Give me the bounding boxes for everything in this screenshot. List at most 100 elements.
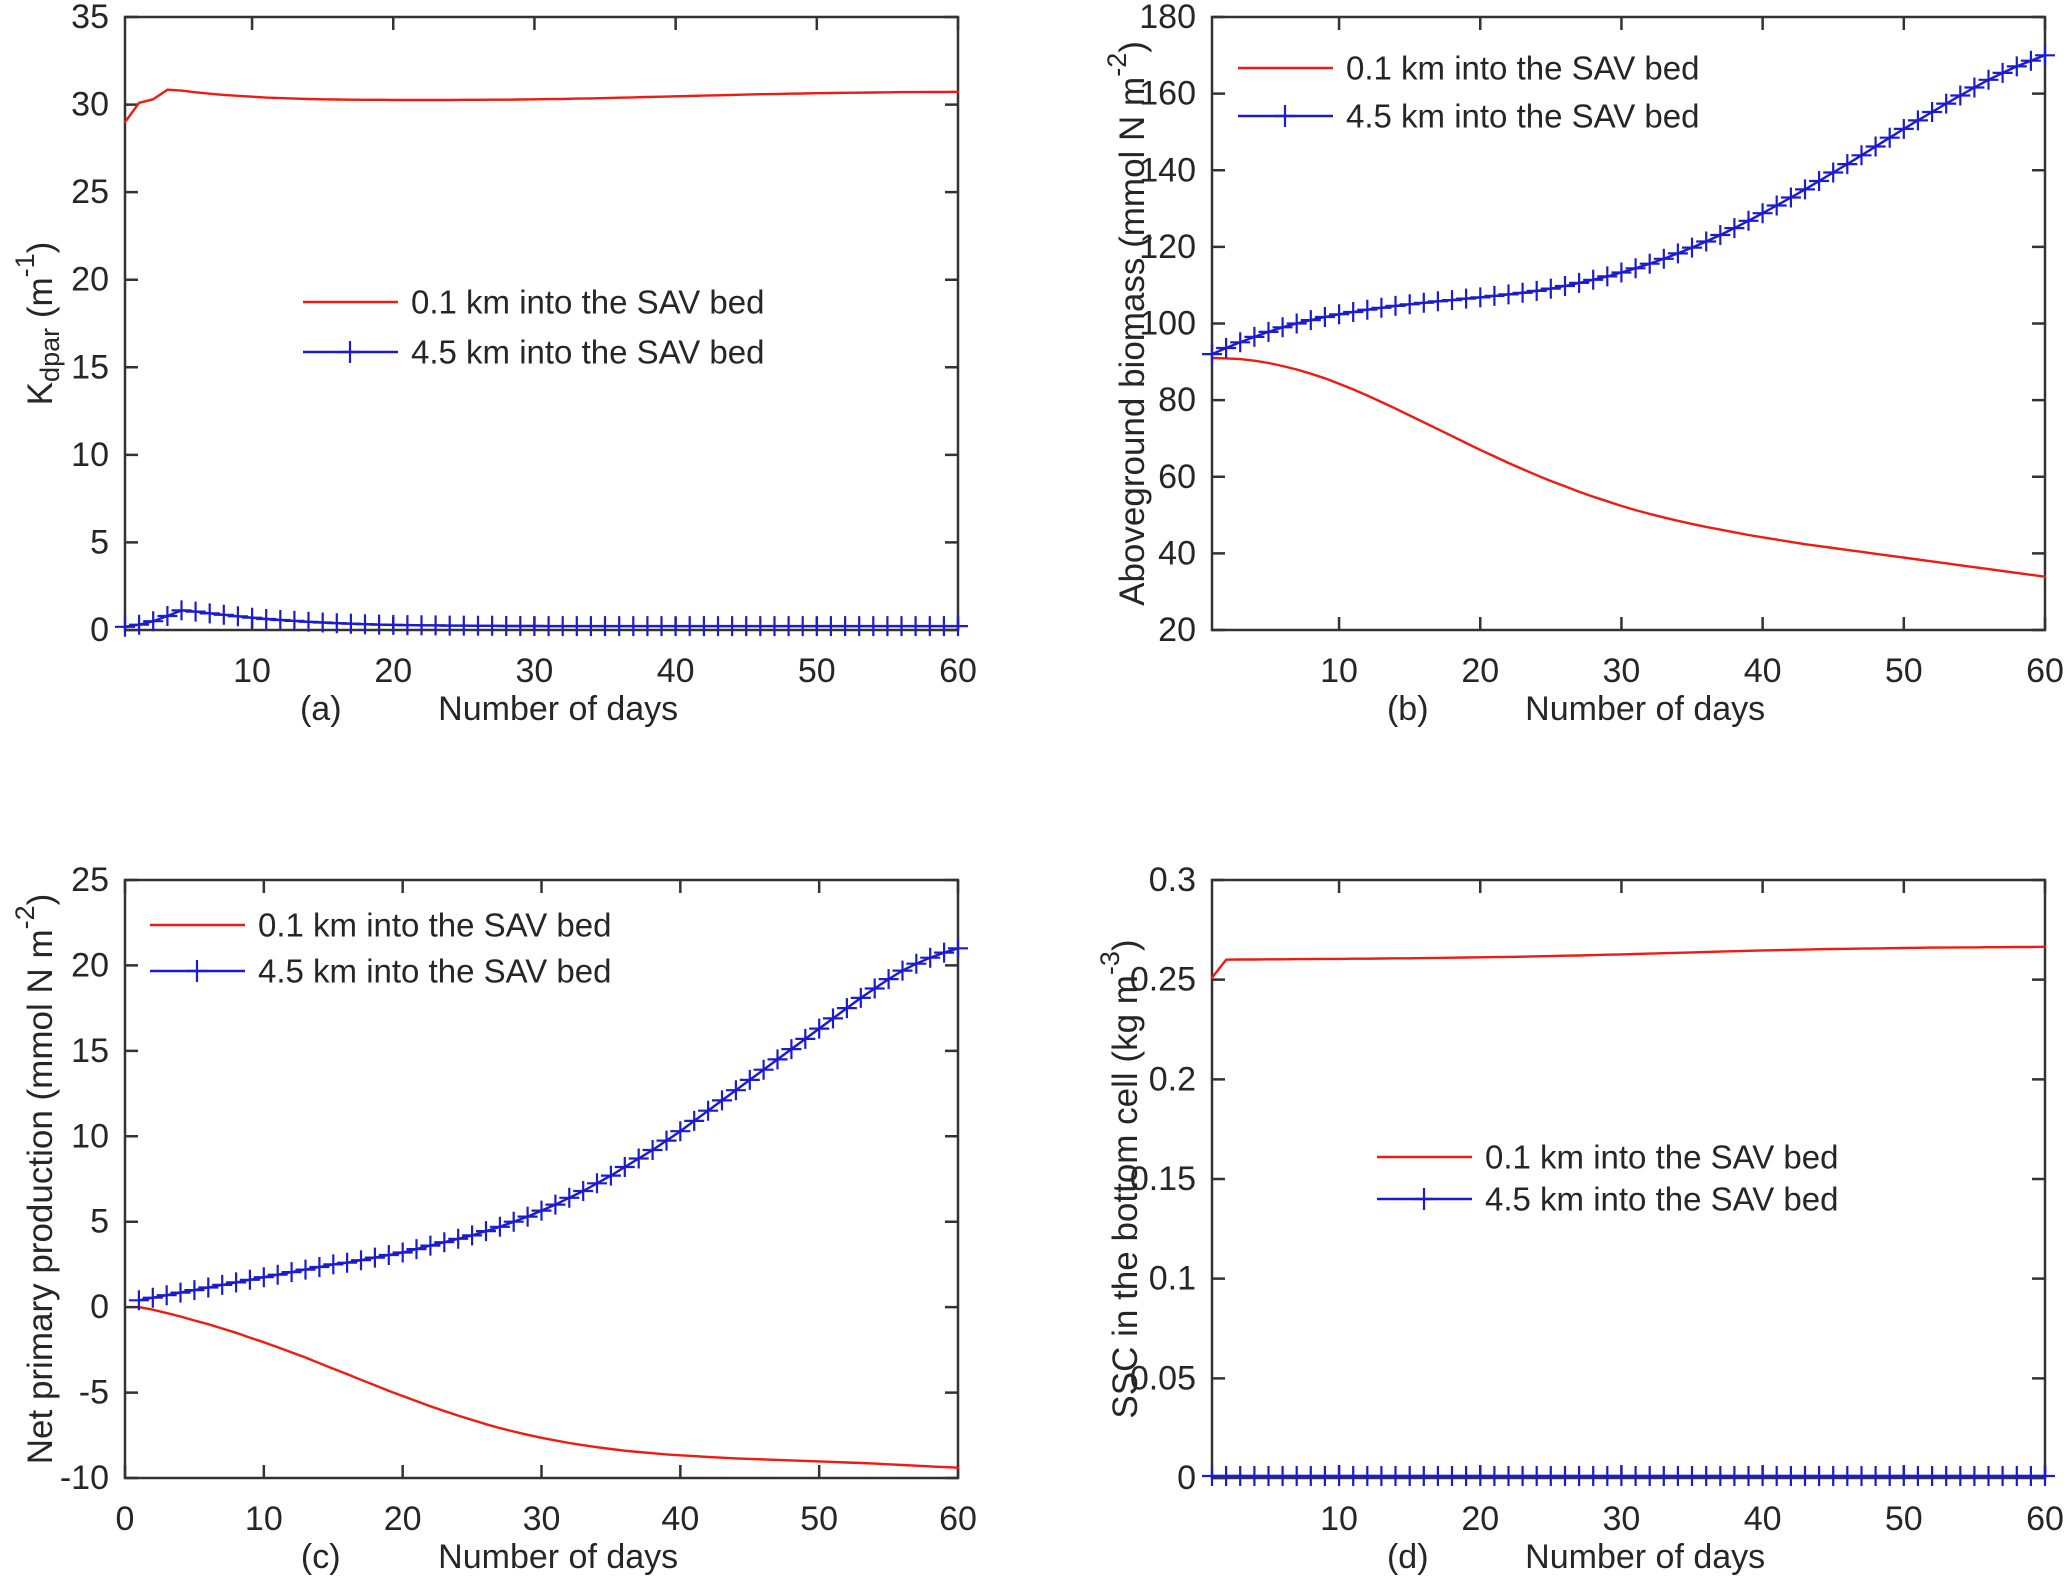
tick-marks — [123, 878, 960, 1480]
x-tick-label: 20 — [384, 1500, 422, 1538]
y-tick-label: 30 — [71, 86, 109, 124]
y-tick-label: 15 — [71, 348, 109, 386]
y-tick-label: 160 — [1139, 75, 1196, 113]
legend-label: 0.1 km into the SAV bed — [411, 284, 764, 321]
y-tick-label: 40 — [1158, 534, 1196, 572]
y-tick-label: 15 — [71, 1032, 109, 1070]
chart-d-ssc-bottom-cell: 10 20 30 40 50 60 0 0.05 0.1 0.15 0.2 0.25 0.3 0.1 km… — [1040, 795, 2067, 1589]
panel-letter: (d) — [1387, 1538, 1429, 1576]
x-tick-label: 30 — [1603, 1500, 1641, 1538]
x-tick-label: 60 — [939, 652, 977, 690]
x-tick-label: 30 — [516, 652, 554, 690]
legend-label: 0.1 km into the SAV bed — [258, 907, 611, 944]
panel-letter: (a) — [300, 690, 342, 728]
y-tick-label: 100 — [1139, 305, 1196, 343]
x-axis-label: Number of days — [1525, 1538, 1765, 1576]
series-line-blue — [137, 947, 960, 1302]
y-axis-label: Kdpar (m-1) — [10, 242, 65, 406]
x-tick-label: 10 — [1320, 652, 1358, 690]
x-tick-label: 60 — [939, 1500, 977, 1538]
y-axis-label: SSC in the bottom cell (kg m-3) — [1095, 939, 1145, 1418]
chart-d-canvas: 10 20 30 40 50 60 0 0.05 0.1 0.15 0.2 0.25 0.3 0.1 km… — [1095, 861, 2064, 1576]
panel-letter: (b) — [1387, 690, 1429, 728]
y-tick-label: 140 — [1139, 151, 1196, 189]
x-tick-label: 40 — [1744, 652, 1782, 690]
y-tick-label: -5 — [79, 1374, 109, 1412]
y-tick-label: 10 — [71, 436, 109, 474]
y-tick-label: 0 — [90, 1288, 109, 1326]
tick-marks — [1212, 878, 2047, 1480]
y-tick-label: 0.25 — [1130, 961, 1196, 999]
y-tick-label: 10 — [71, 1117, 109, 1155]
chart-a-canvas: 10 20 30 40 50 60 0 5 10 15 20 25 30 35 0.1 km into th… — [10, 0, 977, 728]
legend-label: 0.1 km into the SAV bed — [1485, 1139, 1838, 1176]
y-tick-label: 20 — [1158, 611, 1196, 649]
x-tick-label: 50 — [1885, 652, 1923, 690]
x-tick-label: 10 — [233, 652, 271, 690]
y-axis-label: Aboveground biomass (mmol N m-2) — [1102, 41, 1152, 606]
series-line-red — [1210, 356, 2047, 578]
x-tick-label: 40 — [1744, 1500, 1782, 1538]
x-tick-label: 60 — [2026, 652, 2064, 690]
y-tick-label: 0.1 — [1149, 1260, 1196, 1298]
x-axis-label: Number of days — [438, 1538, 678, 1576]
y-tick-label: 5 — [90, 1203, 109, 1241]
y-tick-label: 25 — [71, 173, 109, 211]
legend-label: 4.5 km into the SAV bed — [1346, 98, 1699, 135]
legend-label: 4.5 km into the SAV bed — [411, 334, 764, 371]
tick-marks — [1212, 15, 2047, 632]
y-axis-label: Net primary production (mmol N m-2) — [10, 894, 60, 1465]
series-plus-markers — [1202, 45, 2055, 365]
series-line-red — [137, 1305, 960, 1469]
x-tick-label: 10 — [1320, 1500, 1358, 1538]
x-axis-label: Number of days — [1525, 690, 1765, 728]
y-tick-label: 0.2 — [1149, 1060, 1196, 1098]
legend-plus-marker — [339, 341, 361, 363]
legend-label: 4.5 km into the SAV bed — [1485, 1181, 1838, 1218]
y-tick-label: 0.15 — [1130, 1160, 1196, 1198]
x-tick-label: 40 — [657, 652, 695, 690]
chart-c-net-primary-production: 0 10 20 30 40 50 60 -10 -5 0 5 10 15 20 25 0.1 km into … — [0, 795, 1034, 1589]
chart-c-canvas: 0 10 20 30 40 50 60 -10 -5 0 5 10 15 20 25 0.1 km into … — [10, 861, 977, 1576]
y-tick-label: 60 — [1158, 458, 1196, 496]
x-tick-label: 40 — [661, 1500, 699, 1538]
x-tick-label: 20 — [1461, 652, 1499, 690]
y-tick-label: 0.05 — [1130, 1359, 1196, 1397]
x-tick-label: 20 — [1461, 1500, 1499, 1538]
legend-plus-marker — [1274, 105, 1296, 127]
y-tick-label: 35 — [71, 0, 109, 36]
y-tick-label: 25 — [71, 861, 109, 899]
y-tick-label: 180 — [1139, 0, 1196, 36]
legend-plus-marker — [186, 960, 208, 982]
x-axis-label: Number of days — [438, 690, 678, 728]
chart-a-kdpar: 10 20 30 40 50 60 0 5 10 15 20 25 30 35 0.1 km into th… — [0, 0, 1034, 795]
y-tick-label: 5 — [90, 523, 109, 561]
series-line-red — [123, 88, 960, 124]
plot-frame — [1210, 878, 2047, 1480]
series-plus-markers — [115, 600, 968, 637]
legend-plus-marker — [1413, 1188, 1435, 1210]
tick-marks — [125, 15, 960, 632]
x-tick-label: 10 — [245, 1500, 283, 1538]
legend-label: 4.5 km into the SAV bed — [258, 953, 611, 990]
series-line-red — [1210, 945, 2047, 979]
x-tick-label: 50 — [800, 1500, 838, 1538]
y-tick-label: 0.3 — [1149, 861, 1196, 899]
y-tick-label: 80 — [1158, 381, 1196, 419]
x-tick-label: 30 — [1603, 652, 1641, 690]
panel-letter: (c) — [301, 1538, 341, 1576]
series-plus-markers — [128, 938, 968, 1311]
y-tick-label: -10 — [60, 1459, 109, 1497]
x-tick-label: 0 — [116, 1500, 135, 1538]
x-tick-label: 50 — [798, 652, 836, 690]
chart-b-aboveground-biomass: 10 20 30 40 50 60 20 40 60 80 100 120 140 160 180 0.1 k… — [1040, 0, 2067, 795]
x-tick-label: 20 — [374, 652, 412, 690]
plot-frame — [123, 15, 960, 632]
y-tick-label: 0 — [90, 611, 109, 649]
chart-b-canvas: 10 20 30 40 50 60 20 40 60 80 100 120 140 160 180 0.1 k… — [1102, 0, 2064, 728]
y-tick-label: 20 — [71, 261, 109, 299]
x-tick-label: 30 — [523, 1500, 561, 1538]
series-plus-markers — [1202, 1466, 2055, 1486]
x-tick-label: 60 — [2026, 1500, 2064, 1538]
